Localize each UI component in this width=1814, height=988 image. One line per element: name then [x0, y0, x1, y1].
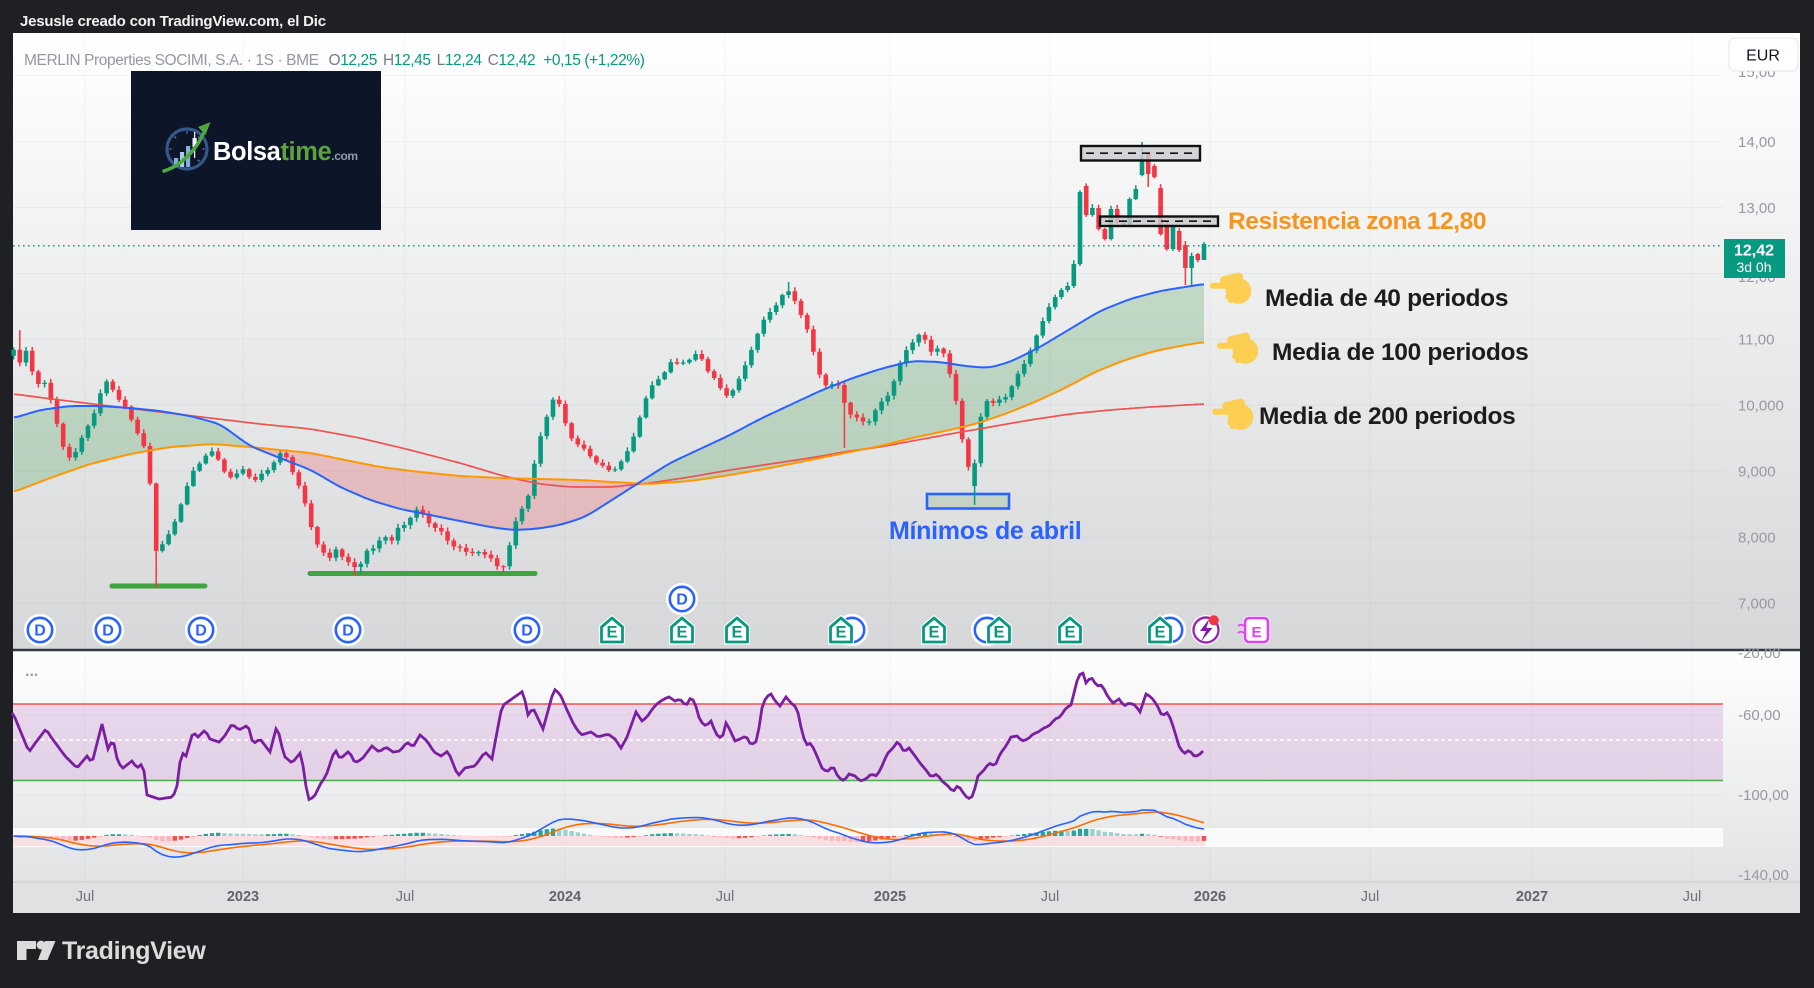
- svg-text:2024: 2024: [549, 889, 581, 905]
- svg-text:9,000: 9,000: [1738, 464, 1776, 481]
- svg-text:Media de 40 periodos: Media de 40 periodos: [1265, 285, 1508, 312]
- svg-text:...: ...: [25, 663, 38, 680]
- svg-text:Media de 100 periodos: Media de 100 periodos: [1272, 339, 1528, 366]
- svg-text:-140,00: -140,00: [1738, 867, 1789, 884]
- svg-text:-20,00: -20,00: [1738, 645, 1781, 662]
- svg-text:Media de 200 periodos: Media de 200 periodos: [1259, 403, 1515, 430]
- svg-text:Jul: Jul: [1361, 889, 1380, 905]
- svg-text:10,000: 10,000: [1738, 398, 1784, 415]
- svg-text:E: E: [993, 624, 1004, 642]
- svg-text:D: D: [676, 592, 688, 609]
- svg-text:Jul: Jul: [76, 889, 95, 905]
- svg-text:TradingView: TradingView: [62, 937, 206, 965]
- svg-text:-100,00: -100,00: [1738, 787, 1789, 804]
- svg-text:Jul: Jul: [1683, 889, 1702, 905]
- svg-text:D: D: [342, 623, 354, 640]
- svg-text:E: E: [606, 624, 617, 642]
- svg-text:E: E: [676, 624, 687, 642]
- svg-text:-60,00: -60,00: [1738, 707, 1781, 724]
- svg-text:D: D: [195, 623, 207, 640]
- svg-text:Bolsatime.com: Bolsatime.com: [213, 138, 358, 166]
- svg-text:7,000: 7,000: [1738, 596, 1776, 613]
- svg-text:13,00: 13,00: [1738, 200, 1776, 217]
- svg-text:D: D: [102, 623, 114, 640]
- svg-text:Jul: Jul: [716, 889, 735, 905]
- svg-text:Jesusle creado con TradingView: Jesusle creado con TradingView.com, el D…: [20, 13, 326, 30]
- svg-text:12,42: 12,42: [1734, 243, 1774, 260]
- svg-text:E: E: [928, 624, 939, 642]
- svg-text:11,00: 11,00: [1738, 332, 1774, 349]
- svg-text:EUR: EUR: [1746, 48, 1780, 65]
- svg-text:E: E: [1154, 624, 1165, 642]
- svg-text:Mínimos de abril: Mínimos de abril: [889, 517, 1081, 545]
- svg-text:MERLIN Properties SOCIMI, S.A.: MERLIN Properties SOCIMI, S.A. · 1S · BM…: [24, 52, 645, 69]
- svg-text:Resistencia zona 12,80: Resistencia zona 12,80: [1228, 208, 1486, 235]
- svg-text:D: D: [521, 623, 533, 640]
- svg-text:2025: 2025: [874, 889, 906, 905]
- svg-text:E: E: [835, 624, 846, 642]
- svg-text:D: D: [34, 623, 46, 640]
- svg-text:14,00: 14,00: [1738, 134, 1776, 151]
- svg-text:2027: 2027: [1516, 889, 1548, 905]
- svg-text:2026: 2026: [1194, 889, 1226, 905]
- svg-text:Jul: Jul: [396, 889, 415, 905]
- svg-text:E: E: [1251, 624, 1261, 641]
- svg-text:E: E: [731, 624, 742, 642]
- svg-text:8,000: 8,000: [1738, 530, 1776, 547]
- svg-text:2023: 2023: [227, 889, 259, 905]
- svg-text:3d 0h: 3d 0h: [1736, 259, 1771, 275]
- svg-text:E: E: [1064, 624, 1075, 642]
- svg-text:Jul: Jul: [1041, 889, 1060, 905]
